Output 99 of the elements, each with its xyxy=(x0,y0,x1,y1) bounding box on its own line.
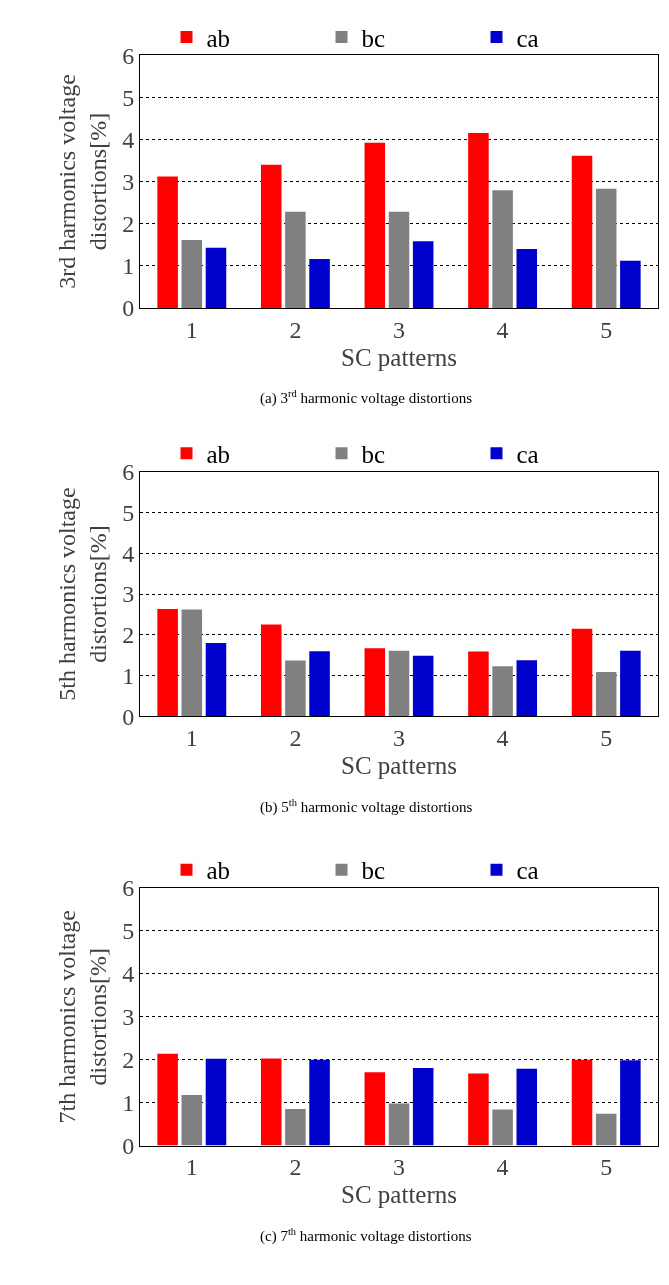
bar xyxy=(571,628,593,717)
y-tick-label: 1 xyxy=(122,663,135,690)
y-tick-label: 5 xyxy=(122,84,135,111)
y-tick-label: 3 xyxy=(122,1004,135,1031)
text: (a) 3$^{rd}$ harmonic voltage distortions xyxy=(260,388,473,408)
bar xyxy=(595,671,617,717)
bar xyxy=(364,1072,386,1146)
x-tick-label: 4 xyxy=(496,1154,509,1181)
bar xyxy=(388,211,410,308)
legend-label: ca xyxy=(516,441,539,469)
bar xyxy=(571,1059,593,1146)
y-tick-label: 4 xyxy=(122,126,135,153)
x-tick-label: 3 xyxy=(393,316,405,343)
text: (c) 7$^{th}$ harmonic voltage distortions xyxy=(260,1226,472,1246)
y-tick-label: 2 xyxy=(122,1047,135,1074)
bar xyxy=(260,164,282,308)
y-tick-label: 0 xyxy=(122,703,135,730)
bar xyxy=(412,241,434,308)
bar xyxy=(468,1073,489,1146)
x-tick-label: 4 xyxy=(496,316,509,343)
bar xyxy=(309,651,330,717)
bar xyxy=(309,1059,330,1146)
x-tick-label: 2 xyxy=(289,1154,302,1181)
bar xyxy=(285,660,306,717)
x-tick-label: 3 xyxy=(393,725,405,752)
y-axis-title: 7th harmonics voltage distortions[%] xyxy=(54,910,112,1124)
legend-label: ab xyxy=(206,441,231,469)
x-tick-label: 5 xyxy=(600,725,613,752)
y-axis-title: 5th harmonics voltage distortions[%] xyxy=(54,487,112,701)
bar xyxy=(157,609,178,717)
bar xyxy=(364,142,386,308)
y-tick-label: 4 xyxy=(122,540,135,567)
y-tick-label: 6 xyxy=(122,42,135,69)
bar xyxy=(205,642,227,717)
bar xyxy=(468,133,489,308)
y-axis-title: 3rd harmonics voltage distortions[%] xyxy=(54,74,112,289)
legend-label: bc xyxy=(361,24,386,52)
bar xyxy=(181,1094,203,1146)
x-tick-label: 3 xyxy=(393,1154,405,1181)
legend-label: bc xyxy=(361,857,386,885)
legend-label: ca xyxy=(516,857,539,885)
bar xyxy=(516,660,538,717)
y-tick-label: 5 xyxy=(122,499,135,526)
bar xyxy=(412,655,434,717)
y-tick-label: 1 xyxy=(122,253,135,280)
y-tick-label: 0 xyxy=(122,1133,135,1160)
bar xyxy=(364,648,386,717)
legend-label: ab xyxy=(206,857,231,885)
bar xyxy=(571,155,593,308)
bar xyxy=(157,1053,178,1146)
y-tick-label: 3 xyxy=(122,168,135,195)
y-tick-label: 1 xyxy=(122,1090,135,1117)
y-tick-label: 3 xyxy=(122,581,135,608)
legend-label: ab xyxy=(206,24,231,52)
y-tick-label: 2 xyxy=(122,622,135,649)
x-axis-title: SC patterns xyxy=(341,1181,457,1209)
bar xyxy=(516,1068,538,1146)
x-axis-title: SC patterns xyxy=(341,752,457,780)
x-tick-label: 4 xyxy=(496,725,509,752)
bar xyxy=(181,609,203,717)
text: (b) 5$^{th}$ harmonic voltage distortions xyxy=(260,797,473,817)
bar xyxy=(492,1109,513,1146)
bar xyxy=(181,240,203,308)
bar xyxy=(285,211,306,308)
y-tick-label: 0 xyxy=(122,295,135,322)
bar xyxy=(595,1113,617,1146)
bar xyxy=(388,650,410,717)
legend-label: bc xyxy=(361,441,386,469)
bar xyxy=(516,248,538,308)
x-tick-label: 1 xyxy=(185,725,198,752)
legend-label: ca xyxy=(516,24,539,52)
bar xyxy=(205,247,227,308)
bar xyxy=(492,666,513,717)
bar xyxy=(285,1109,306,1146)
bar xyxy=(468,651,489,717)
bar xyxy=(412,1067,434,1146)
y-tick-label: 6 xyxy=(122,458,135,485)
x-axis-title: SC patterns xyxy=(341,343,457,371)
bar xyxy=(260,1058,282,1146)
y-tick-label: 6 xyxy=(122,875,135,902)
x-tick-label: 5 xyxy=(600,316,613,343)
bar xyxy=(205,1058,227,1146)
y-tick-label: 2 xyxy=(122,211,135,238)
y-tick-label: 5 xyxy=(122,918,135,945)
bar xyxy=(620,260,641,308)
x-tick-label: 1 xyxy=(185,1154,198,1181)
bar xyxy=(157,176,178,308)
bar xyxy=(309,259,330,308)
bar xyxy=(620,650,641,717)
x-tick-label: 2 xyxy=(289,725,302,752)
bar xyxy=(620,1060,641,1146)
x-tick-label: 1 xyxy=(185,316,198,343)
bar xyxy=(595,188,617,308)
bar xyxy=(492,190,513,308)
x-tick-label: 5 xyxy=(600,1154,613,1181)
x-tick-label: 2 xyxy=(289,316,302,343)
bar xyxy=(260,624,282,717)
bar xyxy=(388,1103,410,1146)
y-tick-label: 4 xyxy=(122,961,135,988)
